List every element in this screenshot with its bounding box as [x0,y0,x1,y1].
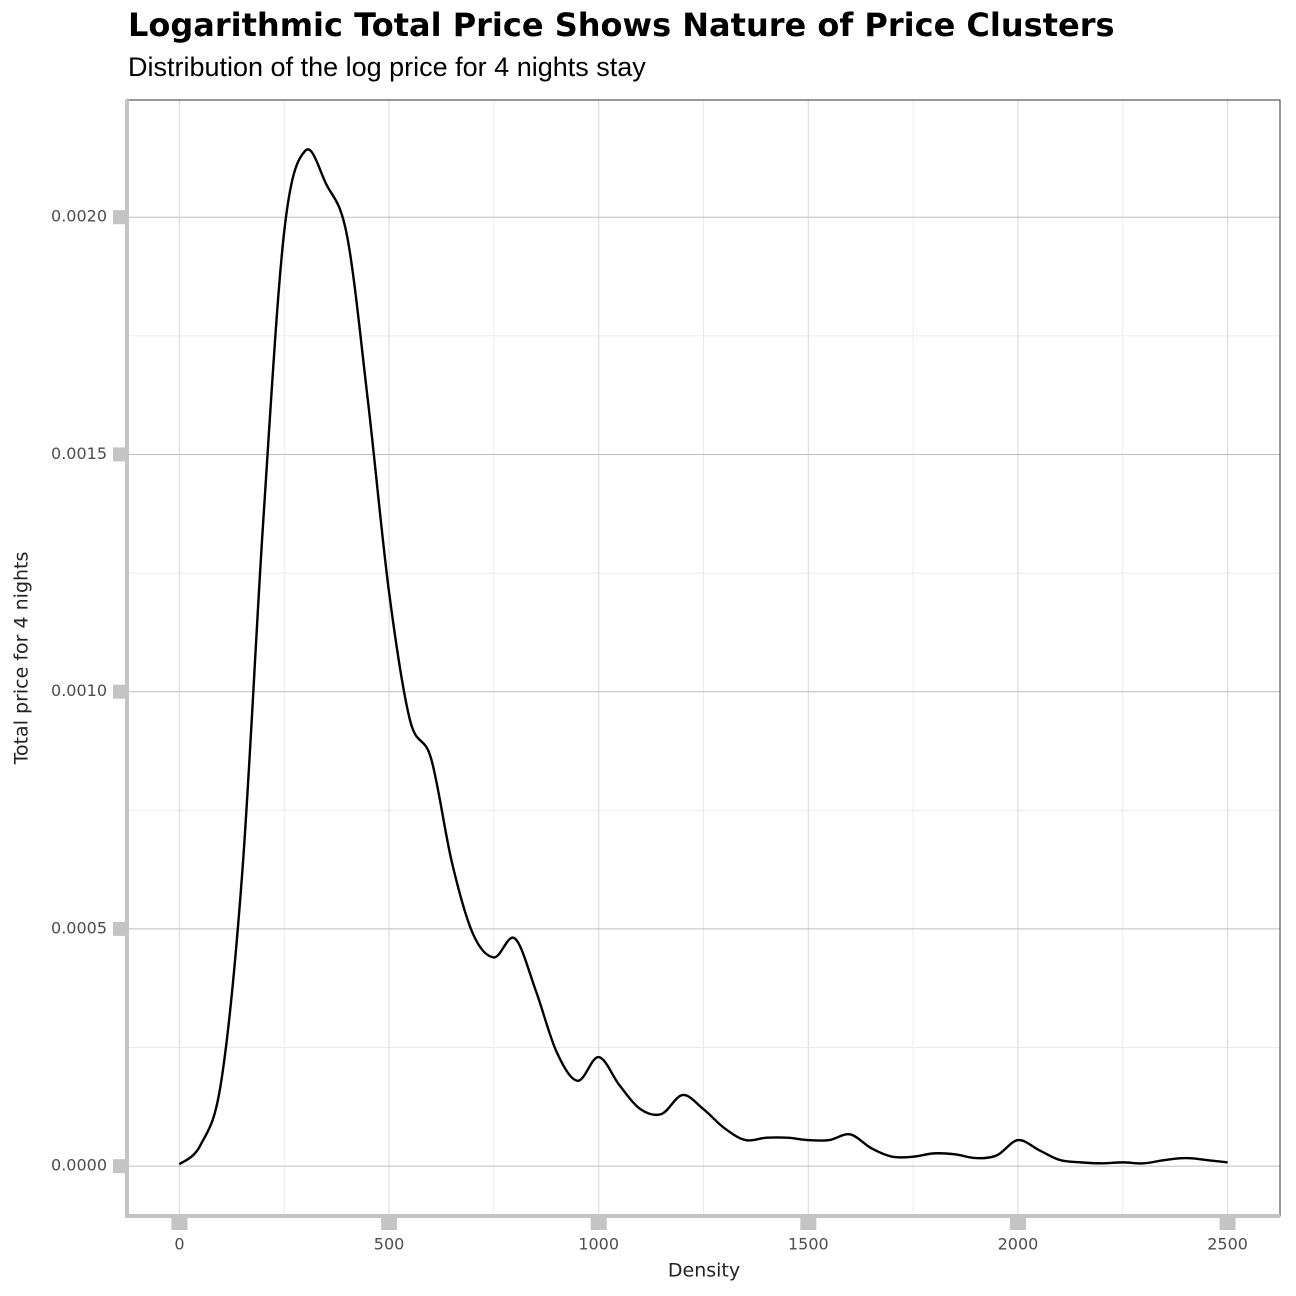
y-tick-label: 0.0000 [51,1156,107,1175]
x-tick-label: 1500 [788,1235,829,1254]
x-tick-label: 1000 [578,1235,619,1254]
y-tick-mark [113,447,127,462]
y-tick-mark [113,210,127,225]
y-tick-label: 0.0015 [51,444,107,463]
y-tick-mark [113,684,127,699]
chart-title: Logarithmic Total Price Shows Nature of … [128,6,1115,44]
y-tick-label: 0.0020 [51,207,107,226]
x-tick-mark [1219,1216,1236,1230]
x-axis-title: Density [668,1260,740,1282]
y-tick-mark [113,1159,127,1174]
y-tick-mark [113,921,127,936]
x-tick-label: 2000 [998,1235,1039,1254]
chart-subtitle: Distribution of the log price for 4 nigh… [128,52,646,82]
y-tick-label: 0.0005 [51,918,107,937]
x-tick-mark [590,1216,607,1230]
density-line [178,148,1228,1166]
y-axis-title: Total price for 4 nights [11,552,33,766]
x-tick-mark [1009,1216,1026,1230]
x-tick-mark [171,1216,188,1230]
x-tick-label: 0 [174,1235,184,1254]
y-tick-label: 0.0010 [51,681,107,700]
x-tick-mark [800,1216,817,1230]
x-tick-mark [381,1216,398,1230]
x-tick-label: 2500 [1207,1235,1248,1254]
x-tick-label: 500 [374,1235,405,1254]
